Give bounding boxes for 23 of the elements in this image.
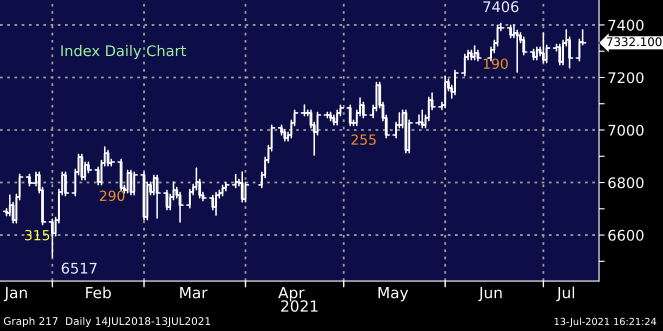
annotation: 7332.100 bbox=[606, 37, 662, 46]
text: 13-Jul-2021 16:21:24 bbox=[554, 318, 656, 327]
text: Index Daily Chart bbox=[61, 44, 186, 60]
x-tick-label: Feb bbox=[86, 286, 111, 298]
x-tick-label: Apr bbox=[278, 287, 305, 302]
x-tick-label: Jul bbox=[556, 286, 574, 302]
x-tick-label: Jan bbox=[4, 287, 27, 302]
annotation: 315 bbox=[25, 230, 50, 240]
annotation: 290 bbox=[100, 190, 124, 202]
y-tick-label: 7200 bbox=[608, 72, 644, 84]
x-tick-label: Jun bbox=[478, 287, 502, 302]
y-tick-label: 6600 bbox=[608, 230, 644, 241]
x-tick-label: May bbox=[378, 287, 408, 302]
caption: Graph 217 Daily 14JUL2018-13JUL2021 bbox=[4, 316, 210, 328]
y-tick-label: 7000 bbox=[608, 124, 644, 136]
annotation: 7406 bbox=[483, 1, 518, 12]
y-tick-label: 7400 bbox=[608, 20, 644, 31]
x-tick-label: Mar bbox=[180, 287, 208, 298]
annotation: 190 bbox=[484, 58, 508, 69]
x-axis-title: 2021 bbox=[281, 300, 318, 312]
annotation: 255 bbox=[351, 134, 376, 145]
y-tick-label: 6800 bbox=[608, 177, 644, 188]
annotation: 6517 bbox=[62, 262, 97, 274]
